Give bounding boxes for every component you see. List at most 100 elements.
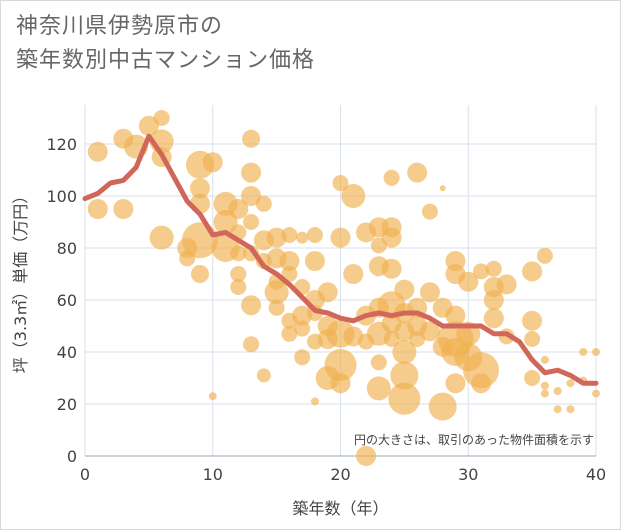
bubble-point (330, 373, 351, 394)
bubble-point (390, 361, 419, 390)
bubble-point (522, 261, 543, 282)
bubble-point (230, 279, 247, 295)
bubble-point (540, 389, 549, 398)
bubble-point (324, 349, 357, 381)
bubble-point (540, 355, 549, 364)
bubble-point (208, 392, 217, 401)
bubble-point (87, 141, 108, 162)
x-axis-title: 築年数（年） (292, 499, 388, 518)
y-tick-label: 120 (46, 135, 77, 154)
y-tick-label: 40 (57, 343, 77, 362)
bubble-point (522, 310, 543, 331)
x-tick-label: 10 (203, 465, 223, 484)
x-tick-label: 0 (80, 465, 90, 484)
bubble-point (341, 184, 366, 208)
bubble-point (536, 247, 553, 264)
bubble-point (87, 199, 108, 219)
bubble-point (243, 336, 260, 353)
y-tick-label: 20 (57, 395, 77, 414)
bubble-point (579, 348, 588, 356)
bubble-point (292, 305, 313, 326)
bubble-point (383, 169, 400, 186)
bubble-size-note: 円の大きさは、取引のあった物件面積を示す (354, 432, 594, 447)
bubble-point (189, 178, 210, 199)
y-axis-title: 坪（3.3㎡）単価（万円） (11, 188, 30, 373)
bubble-point (473, 263, 490, 280)
bubble-point (332, 175, 349, 191)
x-tick-label: 40 (586, 465, 606, 484)
y-tick-label: 100 (46, 187, 77, 206)
bubble-point (592, 348, 600, 356)
bubble-point (296, 231, 309, 244)
bubble-point (281, 227, 298, 243)
bubble-point (458, 271, 479, 292)
bubble-point (483, 290, 504, 310)
bubble-point (553, 387, 562, 395)
bubble-point (592, 389, 600, 398)
bubble-point (243, 214, 260, 230)
bubble-point (317, 282, 338, 303)
bubble-point (483, 308, 504, 329)
bubble-point (419, 282, 440, 303)
bubble-point (419, 321, 440, 342)
bubble-point (445, 373, 466, 394)
bubble-point (428, 392, 457, 421)
bubble-point (294, 320, 311, 337)
bubble-point (256, 368, 271, 383)
bubble-point (153, 110, 170, 126)
bubble-point (310, 397, 319, 406)
bubble-point (255, 195, 272, 212)
bubble-point (421, 203, 438, 220)
bubble-point (553, 405, 562, 414)
average-price-line (82, 133, 599, 386)
bubble-point (242, 129, 261, 148)
tick-labels: 0 20 40 60 80 100 120 0 10 20 30 40 (46, 135, 606, 484)
bubble-point (330, 227, 351, 248)
bubble-point (304, 251, 325, 271)
bubble-point (268, 299, 285, 316)
bubble-point (343, 264, 364, 284)
bubble-point (524, 370, 541, 386)
bubble-point (279, 251, 300, 271)
bubble-point (228, 199, 249, 219)
bubble-point (524, 331, 541, 347)
bubble-point (230, 245, 247, 262)
chart-title: 神奈川県伊勢原市の 築年数別中古マンション価格 (16, 10, 315, 78)
bubble-point (190, 265, 209, 283)
x-tick-label: 20 (330, 465, 350, 484)
title-line-2: 築年数別中古マンション価格 (16, 48, 316, 73)
bubble-point (485, 260, 502, 277)
bubble-point (281, 325, 298, 342)
bubble-point (394, 279, 415, 300)
bubble-point (266, 227, 287, 248)
bubble-point (496, 274, 517, 295)
bubble-point (294, 349, 311, 366)
bubble-point (388, 382, 421, 415)
trend-line-series (82, 133, 599, 386)
y-tick-label: 60 (57, 291, 77, 310)
bubble-point (439, 185, 446, 192)
bubble-point (138, 115, 159, 136)
bubble-point (241, 186, 262, 206)
bubble-point (381, 227, 402, 248)
bubble-point (370, 354, 387, 371)
bubble-point (356, 446, 377, 466)
bubble-point (566, 405, 575, 414)
bubble-point (149, 225, 174, 250)
bubble-point (407, 162, 428, 183)
y-tick-label: 80 (57, 239, 77, 258)
bubble-point (264, 280, 289, 305)
y-tick-label: 0 (67, 447, 77, 466)
x-tick-label: 30 (458, 465, 478, 484)
bubble-point (306, 227, 323, 243)
title-line-1: 神奈川県伊勢原市の (16, 14, 224, 39)
bubble-point (381, 258, 402, 279)
bubble-point (392, 340, 417, 364)
bubble-point (566, 379, 575, 388)
bubble-point (230, 266, 247, 282)
bubble-point (445, 305, 466, 326)
bubble-point (540, 381, 549, 390)
bubble-point (241, 295, 262, 316)
bubble-point (366, 376, 391, 401)
